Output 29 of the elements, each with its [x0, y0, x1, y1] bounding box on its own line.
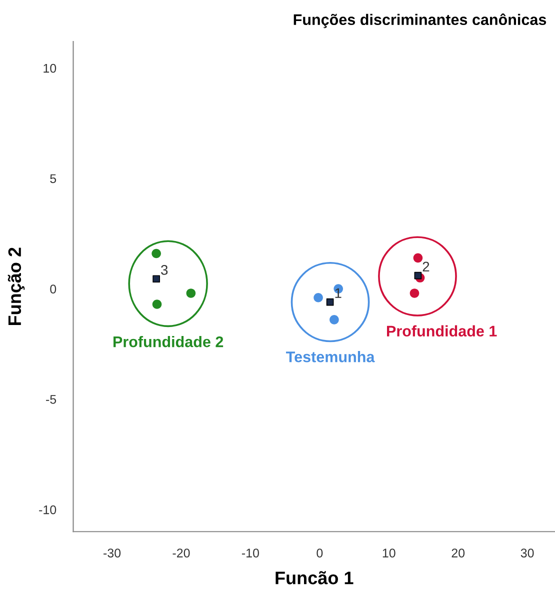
point: [152, 300, 162, 309]
point: [314, 292, 323, 302]
annotation: 3: [161, 265, 168, 275]
point: [413, 253, 423, 263]
x-tick-label: -20: [172, 548, 190, 558]
x-tick-label: -30: [104, 548, 121, 558]
text: Profundidade 2: [114, 336, 224, 348]
y-tick-label: 5: [50, 174, 56, 184]
point: [152, 248, 161, 258]
point: [330, 315, 339, 324]
y-tick-label: 10: [44, 64, 56, 73]
text: Profundidade 1: [387, 325, 497, 337]
x-tick-label: -10: [242, 548, 259, 558]
x-axis-title: Funcão 1: [276, 571, 354, 584]
text: Testemunha: [286, 351, 375, 362]
annotation: 2: [422, 262, 430, 272]
y-axis-title: Função 2: [8, 248, 25, 326]
y-tick-label: -5: [46, 395, 56, 404]
point: [186, 288, 196, 298]
point: [152, 275, 160, 283]
point: [410, 288, 420, 298]
point: [414, 272, 422, 280]
x-tick-label: 20: [452, 548, 465, 558]
x-tick-label: 0: [316, 548, 323, 558]
y-tick-label: -10: [39, 505, 56, 514]
chart-title: Funções discriminantes canônicas: [294, 14, 546, 28]
x-tick-label: 30: [520, 548, 534, 558]
x-tick-label: 10: [382, 548, 396, 558]
y-tick-label: 0: [50, 284, 56, 294]
